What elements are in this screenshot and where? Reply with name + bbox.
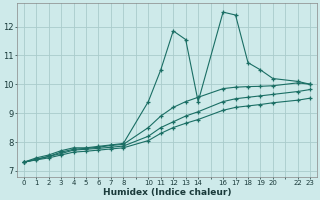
X-axis label: Humidex (Indice chaleur): Humidex (Indice chaleur) [103,188,231,197]
